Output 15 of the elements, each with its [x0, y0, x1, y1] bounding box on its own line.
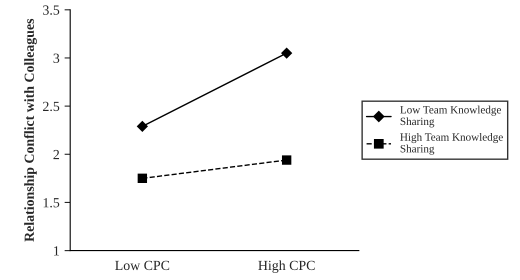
y-tick-label: 1.5: [44, 198, 60, 208]
legend-label: Low Team Knowledge Sharing: [400, 106, 501, 128]
y-axis-title: Relationship Conflict with Colleagues: [24, 18, 37, 242]
y-tick-label: 3.5: [43, 5, 60, 15]
x-tick-label: High CPC: [258, 260, 315, 273]
y-tick-label: 2.5: [43, 102, 60, 112]
y-tick-label: 2: [53, 150, 60, 160]
point: [136, 120, 148, 132]
point: [281, 48, 292, 59]
point: [138, 174, 148, 184]
point: [282, 155, 292, 165]
x-tick-label: Low CPC: [115, 260, 170, 270]
y-tick-label: 1: [54, 246, 59, 256]
legend-label: High Team Knowledge Sharing: [400, 132, 503, 155]
y-tick-label: 3: [54, 54, 60, 63]
